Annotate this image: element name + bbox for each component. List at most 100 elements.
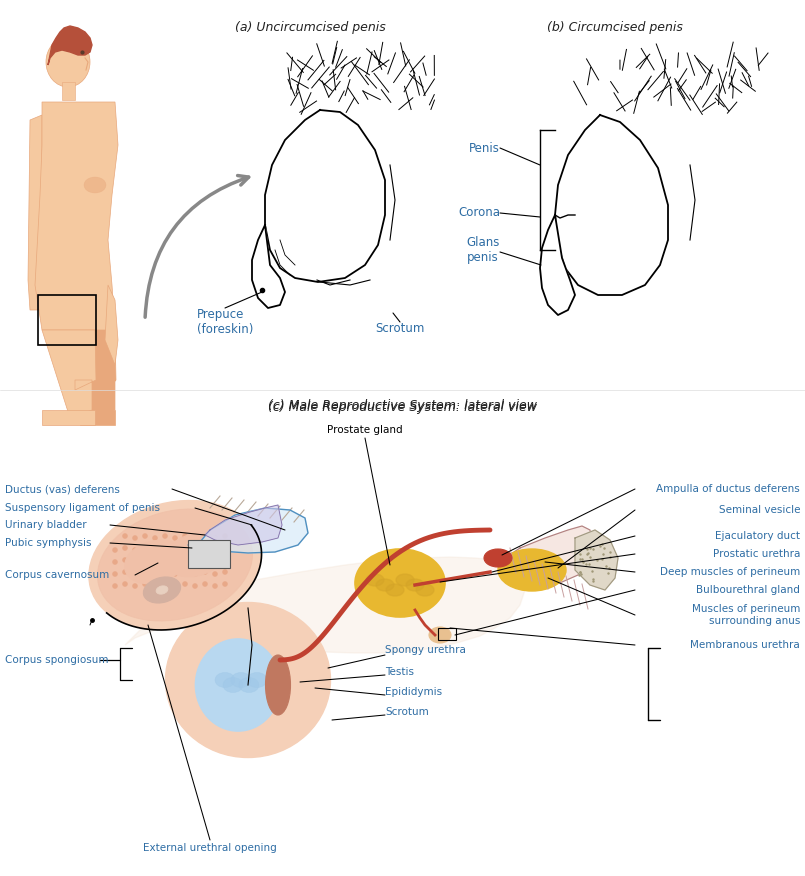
Text: Deep muscles of perineum: Deep muscles of perineum [660, 567, 800, 577]
Text: Corona: Corona [458, 207, 500, 220]
Ellipse shape [152, 548, 158, 553]
Text: Epididymis: Epididymis [385, 687, 442, 697]
Ellipse shape [172, 548, 177, 553]
Text: Penis: Penis [469, 142, 500, 154]
Ellipse shape [617, 523, 649, 541]
Ellipse shape [231, 673, 251, 688]
Ellipse shape [355, 549, 445, 617]
Text: Ampulla of ductus deferens: Ampulla of ductus deferens [656, 484, 800, 494]
Text: Ductus (vas) deferens: Ductus (vas) deferens [5, 484, 120, 494]
Ellipse shape [183, 546, 188, 550]
Ellipse shape [429, 627, 451, 643]
Ellipse shape [213, 535, 217, 540]
Ellipse shape [602, 469, 634, 487]
Ellipse shape [84, 177, 106, 193]
Ellipse shape [396, 574, 414, 586]
Ellipse shape [203, 533, 208, 539]
Polygon shape [35, 102, 118, 330]
Ellipse shape [213, 548, 217, 553]
Polygon shape [188, 508, 308, 553]
Ellipse shape [133, 560, 138, 564]
Ellipse shape [366, 574, 384, 586]
Ellipse shape [183, 557, 188, 562]
Ellipse shape [142, 569, 147, 575]
Polygon shape [28, 115, 42, 310]
Ellipse shape [317, 158, 463, 313]
Ellipse shape [163, 533, 167, 539]
Polygon shape [48, 26, 92, 65]
Ellipse shape [406, 579, 424, 591]
Ellipse shape [223, 677, 243, 693]
Ellipse shape [215, 673, 235, 688]
Text: Ejaculatory duct: Ejaculatory duct [715, 531, 800, 541]
Text: (c) Male Reproductive System: lateral view: (c) Male Reproductive System: lateral vi… [267, 401, 536, 414]
Text: Prostate gland: Prostate gland [327, 425, 402, 435]
Ellipse shape [152, 560, 158, 564]
Ellipse shape [416, 584, 434, 596]
Text: Urinary bladder: Urinary bladder [5, 520, 87, 530]
Ellipse shape [386, 584, 404, 596]
Ellipse shape [163, 582, 167, 587]
Ellipse shape [133, 535, 138, 540]
Ellipse shape [203, 546, 208, 550]
Text: Seminal vesicle: Seminal vesicle [719, 505, 800, 515]
Bar [38, 295, 96, 345]
Ellipse shape [113, 571, 118, 576]
Ellipse shape [122, 546, 127, 550]
Text: Suspensory ligament of penis: Suspensory ligament of penis [5, 503, 160, 513]
Ellipse shape [612, 505, 644, 523]
Ellipse shape [172, 560, 177, 564]
Ellipse shape [113, 560, 118, 564]
Ellipse shape [222, 569, 228, 575]
Ellipse shape [122, 569, 127, 575]
Polygon shape [252, 225, 285, 308]
Ellipse shape [192, 560, 197, 564]
Ellipse shape [498, 549, 566, 591]
Polygon shape [80, 330, 116, 418]
Ellipse shape [617, 158, 762, 313]
Ellipse shape [113, 583, 118, 589]
Ellipse shape [133, 583, 138, 589]
Ellipse shape [166, 603, 331, 758]
Ellipse shape [222, 533, 228, 539]
Ellipse shape [203, 569, 208, 575]
Ellipse shape [122, 582, 127, 587]
Text: Corpus cavernosum: Corpus cavernosum [5, 570, 109, 580]
Ellipse shape [192, 548, 197, 553]
Ellipse shape [183, 569, 188, 575]
Ellipse shape [133, 571, 138, 576]
Polygon shape [555, 115, 668, 295]
Ellipse shape [122, 533, 127, 539]
Ellipse shape [203, 582, 208, 587]
Ellipse shape [607, 487, 639, 505]
Text: Scrotum: Scrotum [385, 707, 429, 717]
Ellipse shape [142, 546, 147, 550]
Ellipse shape [266, 655, 291, 715]
Ellipse shape [46, 37, 90, 87]
Ellipse shape [622, 541, 654, 559]
Ellipse shape [89, 500, 261, 630]
Polygon shape [62, 82, 75, 100]
Ellipse shape [484, 549, 512, 567]
Ellipse shape [183, 582, 188, 587]
Ellipse shape [213, 583, 217, 589]
Ellipse shape [627, 559, 659, 577]
Text: (b) Circumcised penis: (b) Circumcised penis [547, 22, 683, 34]
Ellipse shape [222, 582, 228, 587]
FancyArrowPatch shape [145, 175, 249, 317]
Text: Glans
penis: Glans penis [467, 236, 500, 264]
Text: Pubic symphysis: Pubic symphysis [5, 538, 92, 548]
Polygon shape [500, 526, 592, 588]
Ellipse shape [125, 540, 185, 583]
Ellipse shape [172, 571, 177, 576]
Ellipse shape [133, 548, 138, 553]
Polygon shape [105, 285, 118, 365]
Ellipse shape [164, 533, 225, 576]
Text: Spongy urethra: Spongy urethra [385, 645, 466, 655]
Polygon shape [42, 330, 96, 418]
Ellipse shape [239, 677, 259, 693]
Ellipse shape [142, 582, 147, 587]
Ellipse shape [222, 557, 228, 562]
Ellipse shape [172, 583, 177, 589]
Text: (a) Uncircumcised penis: (a) Uncircumcised penis [234, 22, 386, 34]
